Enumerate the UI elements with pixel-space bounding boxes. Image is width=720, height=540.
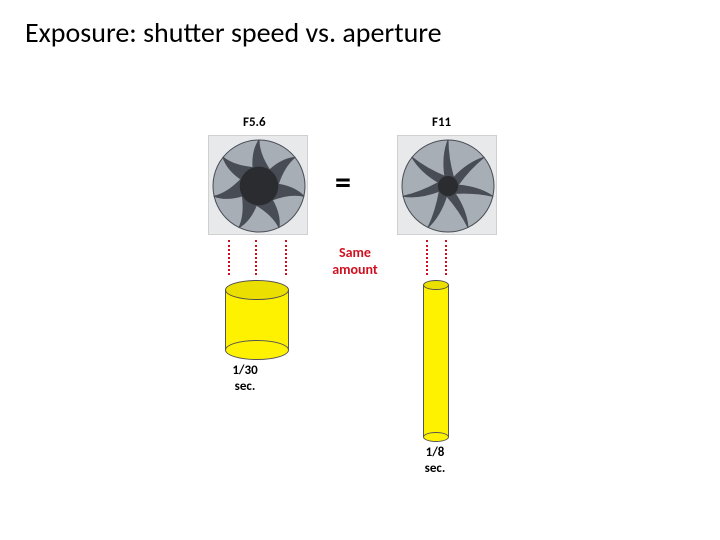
same-line1: Same [339,244,371,261]
shutter-left-2: sec. [235,379,256,394]
shutter-right-1: 1/8 [426,445,445,460]
f-label-right: F11 [432,115,451,130]
shutter-label-right: 1/8 sec. [410,445,460,476]
cylinder-left [225,280,289,360]
same-amount-label: Same amount [320,245,390,279]
same-line2: amount [332,261,378,278]
equals-sign: = [335,163,351,202]
shutter-right-2: sec. [425,461,446,476]
exposure-diagram: F5.6 F11 = Same amount 1/30 sec. 1/8 sec… [180,115,540,485]
f-label-left: F5.6 [243,115,266,130]
shutter-left-1: 1/30 [232,363,257,378]
aperture-iris-right [397,135,497,235]
cylinder-right [423,280,449,442]
shutter-label-left: 1/30 sec. [220,363,270,394]
aperture-iris-left [208,135,308,235]
page-title: Exposure: shutter speed vs. aperture [25,15,442,50]
